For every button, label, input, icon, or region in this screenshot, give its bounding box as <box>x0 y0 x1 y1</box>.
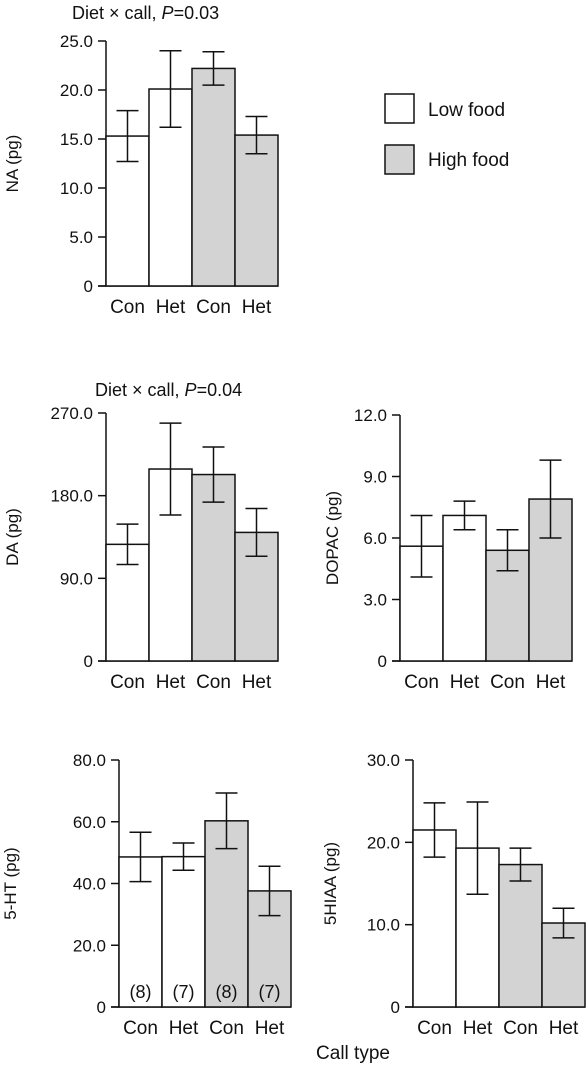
y-tick-label: 5.0 <box>69 228 93 247</box>
bar <box>247 890 292 1008</box>
y-tick-label: 0 <box>378 652 387 671</box>
sample-size-label: (8) <box>130 982 152 1002</box>
category-label: Con <box>404 672 439 693</box>
chart-ht: 0 20.0 40.0 60.0 80.0 5-HT (pg) Con (8) Het (7) Co… <box>1 751 292 1039</box>
chart-na: 0 5.0 10.0 15.0 20.0 25.0 NA (pg) Con Het Con Het D… <box>3 3 279 318</box>
category-label: Con <box>503 1018 538 1039</box>
y-tick-label: 60.0 <box>73 813 106 832</box>
y-tick-label: 0 <box>97 998 106 1017</box>
title-prefix: Diet × call, <box>72 3 162 23</box>
y-tick-label: 10.0 <box>367 916 400 935</box>
sample-size-label: (7) <box>259 982 281 1002</box>
sample-size-label: (8) <box>216 982 238 1002</box>
sample-size-label: (7) <box>173 982 195 1002</box>
legend-label-high: High food <box>428 150 509 171</box>
category-label: Het <box>536 672 566 693</box>
y-tick-label: 80.0 <box>73 751 106 770</box>
y-tick-label: 6.0 <box>363 529 387 548</box>
y-axis-label: NA (pg) <box>3 135 22 193</box>
chart-title: Diet × call, P=0.04 <box>95 380 242 400</box>
bar <box>191 67 236 287</box>
category-label: Het <box>156 672 186 693</box>
category-label: Con <box>196 672 231 693</box>
category-label: Het <box>549 1018 579 1039</box>
category-label: Het <box>242 297 272 318</box>
y-tick-label: 40.0 <box>73 875 106 894</box>
x-axis-label: Call type <box>316 1043 390 1064</box>
legend: Low food High food <box>384 93 509 175</box>
y-tick-label: 0 <box>84 277 93 296</box>
chart-title: Diet × call, P=0.03 <box>72 3 219 23</box>
y-tick-label: 180.0 <box>50 487 93 506</box>
category-label: Con <box>490 672 525 693</box>
category-label: Con <box>196 297 231 318</box>
title-p-value: =0.03 <box>174 3 220 23</box>
y-axis-label: DOPAC (pg) <box>323 491 342 585</box>
category-label: Con <box>417 1018 452 1039</box>
y-tick-label: 25.0 <box>60 32 93 51</box>
y-axis-label: 5HIAA (pg) <box>321 842 340 925</box>
category-label: Het <box>463 1018 493 1039</box>
legend-label-low: Low food <box>428 100 505 121</box>
category-label: Het <box>450 672 480 693</box>
bar <box>204 820 249 1008</box>
y-tick-label: 0 <box>391 998 400 1017</box>
y-tick-label: 20.0 <box>367 833 400 852</box>
y-axis-label: 5-HT (pg) <box>1 847 20 919</box>
y-tick-label: 90.0 <box>60 569 93 588</box>
y-tick-label: 12.0 <box>354 406 387 425</box>
bar <box>498 863 543 1008</box>
chart-da: 0 90.0 180.0 270.0 DA (pg) Con Het Con Het Diet ×… <box>3 380 279 693</box>
category-label: Con <box>209 1018 244 1039</box>
y-axis-label: DA (pg) <box>3 508 22 566</box>
category-label: Con <box>110 297 145 318</box>
title-p: P <box>185 380 197 400</box>
legend-swatch-high <box>384 144 415 175</box>
category-label: Het <box>169 1018 199 1039</box>
category-label: Con <box>123 1018 158 1039</box>
category-label: Het <box>255 1018 285 1039</box>
bar <box>234 134 279 287</box>
bar <box>442 514 487 662</box>
chart-hiaa: 0 10.0 20.0 30.0 5HIAA (pg) Con Het Con Het <box>321 751 586 1039</box>
y-tick-label: 3.0 <box>363 591 387 610</box>
bar <box>191 473 236 662</box>
y-tick-label: 20.0 <box>73 936 106 955</box>
title-prefix: Diet × call, <box>95 380 185 400</box>
y-tick-label: 0 <box>84 652 93 671</box>
category-label: Con <box>110 672 145 693</box>
y-tick-label: 270.0 <box>50 404 93 423</box>
category-label: Het <box>242 672 272 693</box>
y-tick-label: 30.0 <box>367 751 400 770</box>
chart-dopac: 0 3.0 6.0 9.0 12.0 DOPAC (pg) Con Het Con Het <box>323 406 573 693</box>
y-tick-label: 9.0 <box>363 468 387 487</box>
y-tick-label: 20.0 <box>60 81 93 100</box>
bar <box>105 543 150 662</box>
category-label: Het <box>156 297 186 318</box>
y-tick-label: 15.0 <box>60 130 93 149</box>
legend-swatch-low <box>384 93 415 124</box>
y-tick-label: 10.0 <box>60 179 93 198</box>
title-p: P <box>162 3 174 23</box>
bar <box>234 531 279 662</box>
title-p-value: =0.04 <box>197 380 243 400</box>
bar <box>161 855 206 1008</box>
